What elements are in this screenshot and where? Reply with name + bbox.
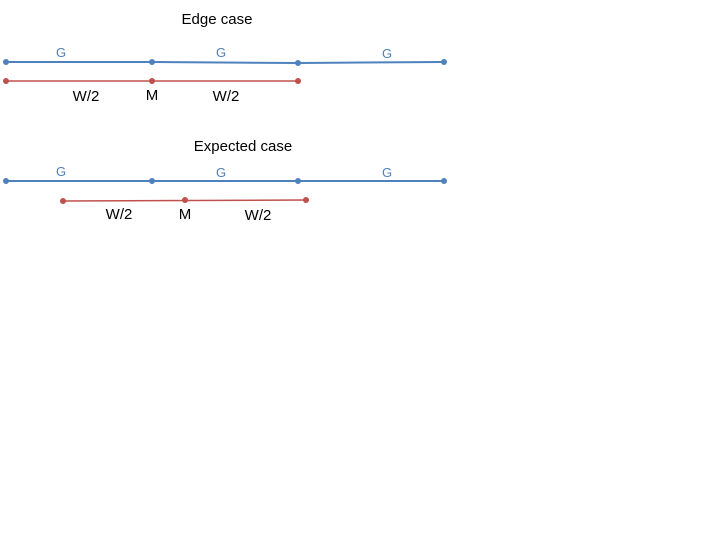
expected-blue-point-4 xyxy=(441,178,447,184)
edge-label-m: M xyxy=(146,87,159,104)
expected-g-label-2: G xyxy=(216,165,226,180)
expected-red-point-left xyxy=(60,198,66,204)
expected-case-diagram: Expected case G G G W/2 M W/2 xyxy=(3,138,447,224)
edge-g-label-2: G xyxy=(216,45,226,60)
expected-blue-point-1 xyxy=(3,178,9,184)
expected-red-point-right xyxy=(303,197,309,203)
edge-red-point-right xyxy=(295,78,301,84)
expected-label-w2-right: W/2 xyxy=(245,207,272,224)
expected-g-label-3: G xyxy=(382,165,392,180)
edge-blue-segment-2 xyxy=(151,61,299,64)
edge-case-red-line: W/2 M W/2 xyxy=(3,78,301,105)
edge-blue-segment-3 xyxy=(297,61,445,64)
edge-case-blue-line: G G G xyxy=(3,45,447,66)
edge-case-diagram: Edge case G G G W/2 M W/2 xyxy=(3,11,447,105)
expected-blue-point-3 xyxy=(295,178,301,184)
edge-case-title: Edge case xyxy=(182,11,253,28)
expected-blue-point-2 xyxy=(149,178,155,184)
edge-label-w2-left: W/2 xyxy=(73,88,100,105)
expected-label-m: M xyxy=(179,206,192,223)
edge-red-point-middle xyxy=(149,78,155,84)
edge-g-label-1: G xyxy=(56,45,66,60)
edge-blue-point-3 xyxy=(295,60,301,66)
edge-blue-point-4 xyxy=(441,59,447,65)
edge-g-label-3: G xyxy=(382,46,392,61)
expected-label-w2-left: W/2 xyxy=(106,206,133,223)
edge-blue-point-2 xyxy=(149,59,155,65)
expected-case-blue-line: G G G xyxy=(3,164,447,184)
expected-case-red-line: W/2 M W/2 xyxy=(60,197,309,224)
edge-red-point-left xyxy=(3,78,9,84)
expected-case-title: Expected case xyxy=(194,138,292,155)
expected-g-label-1: G xyxy=(56,164,66,179)
edge-label-w2-right: W/2 xyxy=(213,88,240,105)
expected-red-point-middle xyxy=(182,197,188,203)
edge-blue-point-1 xyxy=(3,59,9,65)
